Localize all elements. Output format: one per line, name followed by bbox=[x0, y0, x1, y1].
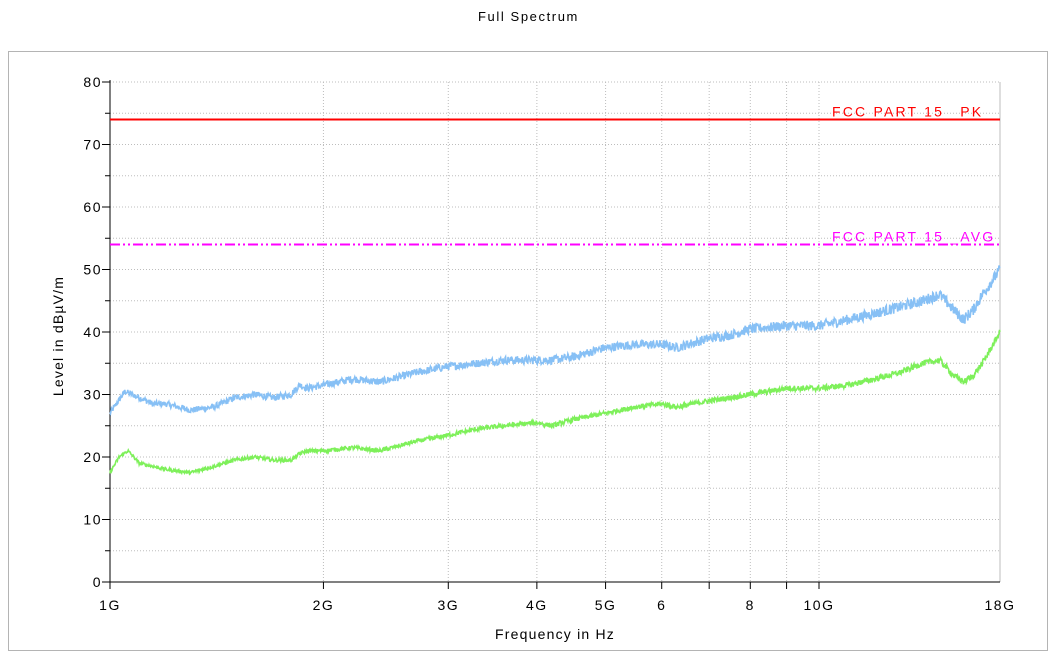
chart-title: Full Spectrum bbox=[478, 9, 579, 24]
series-trace-2 bbox=[109, 329, 1001, 476]
series-layer bbox=[109, 265, 1001, 476]
x-axis-title: Frequency in Hz bbox=[495, 626, 615, 642]
x-tick-label: 2G bbox=[313, 597, 335, 613]
y-tick-label: 40 bbox=[83, 324, 102, 340]
grid bbox=[110, 81, 1001, 582]
axes bbox=[102, 80, 1000, 589]
x-tick-label: 4G bbox=[526, 597, 548, 613]
limit-line-label-1: FCC PART 15 _PK bbox=[832, 104, 983, 120]
x-tick-label: 8 bbox=[746, 597, 755, 613]
x-tick-label: 6 bbox=[657, 597, 666, 613]
x-tick-label: 5G bbox=[595, 597, 617, 613]
y-tick-label: 60 bbox=[83, 199, 102, 215]
y-tick-label: 70 bbox=[83, 137, 102, 153]
series-trace-1 bbox=[109, 265, 1001, 417]
y-tick-label: 10 bbox=[83, 512, 102, 528]
limit-lines: FCC PART 15 _PK FCC PART 15 _AVG bbox=[110, 104, 1000, 246]
x-tick-label: 3G bbox=[437, 597, 459, 613]
y-tick-label: 30 bbox=[83, 387, 102, 403]
y-tick-label: 50 bbox=[83, 262, 102, 278]
y-axis-title: Level in dBµV/m bbox=[50, 276, 66, 396]
x-tick-label: 10G bbox=[804, 597, 835, 613]
limit-line-label-2: FCC PART 15 _AVG bbox=[832, 229, 995, 245]
y-tick-label: 80 bbox=[83, 74, 102, 90]
x-tick-label: 1G bbox=[99, 597, 121, 613]
y-tick-label: 20 bbox=[83, 449, 102, 465]
x-tick-label: 18G bbox=[985, 597, 1016, 613]
y-tick-label: 0 bbox=[93, 574, 102, 590]
axis-labels: 0 10 20 30 40 50 60 70 80 1G 2G 3G 4G 5G 6 8 10G 18G bbox=[83, 74, 1016, 613]
